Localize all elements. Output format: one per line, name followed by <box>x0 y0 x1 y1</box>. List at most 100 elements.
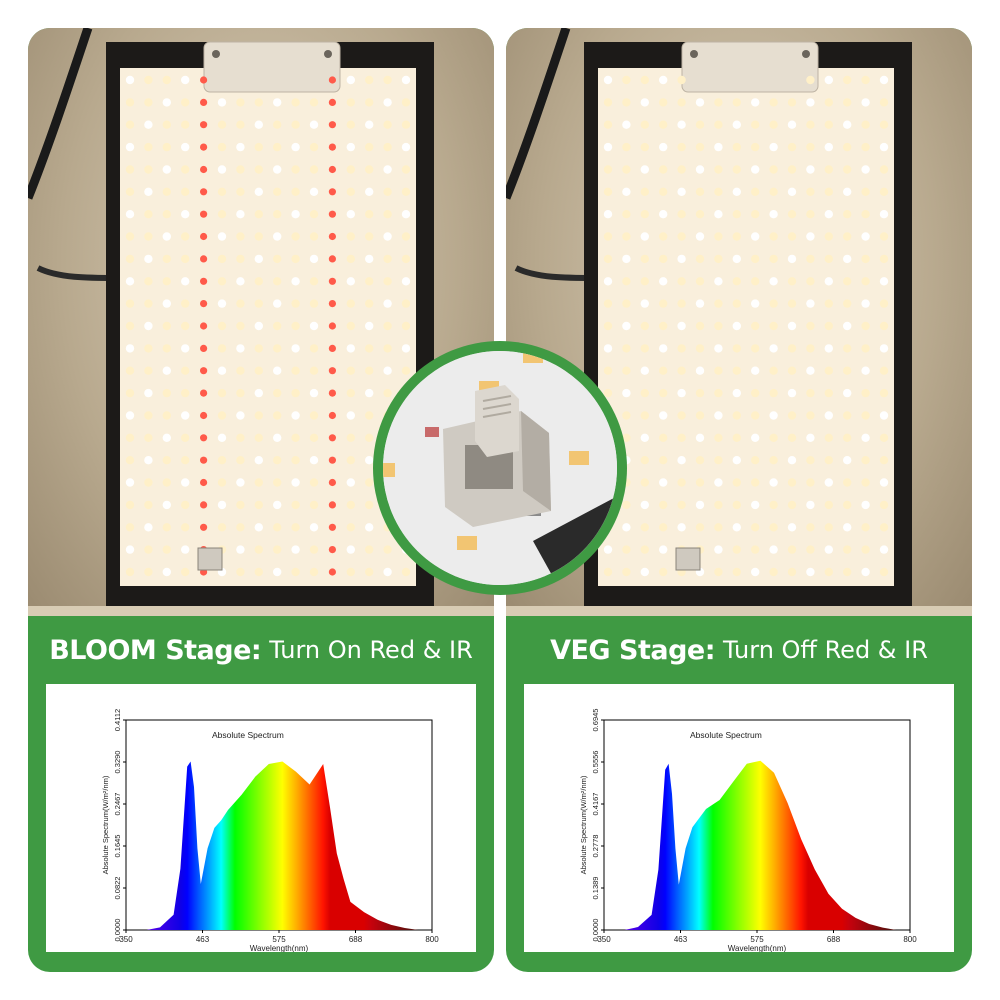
led-dot <box>843 478 852 487</box>
led-dot <box>200 501 208 509</box>
led-dot <box>769 500 778 510</box>
led-dot <box>714 433 723 442</box>
led-dot <box>200 188 208 196</box>
led-dot <box>273 120 282 129</box>
led-dot <box>879 456 889 465</box>
led-dot <box>861 478 870 487</box>
y-tick-label: 0.3290 <box>113 751 122 774</box>
led-dot <box>861 567 870 577</box>
led-dot <box>144 142 153 152</box>
led-dot <box>787 523 797 532</box>
led-dot <box>200 478 208 487</box>
led-dot <box>383 98 392 107</box>
led-dot <box>162 433 171 442</box>
led-dot <box>861 277 870 286</box>
led-dot <box>861 321 870 331</box>
led-dot <box>365 567 374 577</box>
led-dot <box>714 165 723 174</box>
led-dot <box>200 389 208 397</box>
led-dot <box>732 165 741 174</box>
led-dot <box>328 523 336 531</box>
led-dot <box>787 545 797 554</box>
led-dot <box>769 433 778 442</box>
led-dot <box>787 142 797 152</box>
led-dot <box>162 411 171 420</box>
led-dot <box>769 210 778 219</box>
led-dot <box>787 98 797 107</box>
led-dot <box>365 210 374 219</box>
led-dot <box>769 187 778 196</box>
led-dot <box>291 120 300 129</box>
led-dot <box>181 120 190 129</box>
led-dot <box>806 411 815 420</box>
led-dot <box>806 545 815 554</box>
led-dot <box>603 545 613 554</box>
led-dot <box>254 411 263 420</box>
led-dot <box>365 254 374 264</box>
led-dot <box>843 567 852 577</box>
led-dot <box>640 254 649 264</box>
led-dot <box>273 411 282 420</box>
led-dot <box>309 545 319 554</box>
led-dot <box>162 456 171 465</box>
led-dot <box>125 366 135 375</box>
veg-stage-label: VEG Stage: <box>550 634 716 666</box>
led-dot <box>162 344 171 353</box>
led-dot <box>824 344 833 353</box>
led-dot <box>806 567 815 577</box>
led-dot <box>732 344 741 353</box>
led-dot <box>824 411 833 420</box>
led-dot <box>401 567 411 577</box>
led-dot <box>309 433 319 442</box>
led-dot <box>659 210 668 219</box>
y-tick-label: 0.2467 <box>113 793 122 816</box>
led-dot <box>751 388 760 398</box>
led-dot <box>365 165 374 174</box>
led-dot <box>695 388 705 398</box>
bloom-caption: BLOOM Stage: Turn On Red & IR <box>28 616 494 684</box>
led-dot <box>291 456 300 465</box>
led-dot <box>659 456 668 465</box>
bloom-panel: BLOOM Stage: Turn On Red & IR Absolute S… <box>28 28 494 972</box>
led-dot <box>328 322 336 330</box>
led-dot <box>732 232 741 241</box>
led-dot <box>843 142 852 152</box>
led-dot <box>751 165 760 174</box>
led-dot <box>236 187 245 196</box>
led-dot <box>236 299 245 308</box>
led-dot <box>806 344 815 353</box>
led-dot <box>824 98 833 107</box>
led-dot <box>217 187 227 196</box>
led-dot <box>659 98 668 107</box>
led-dot <box>879 187 889 196</box>
led-dot <box>291 500 300 510</box>
led-dot <box>787 321 797 331</box>
led-dot <box>236 321 245 331</box>
led-dot <box>236 366 245 375</box>
led-dot <box>236 142 245 152</box>
led-dot <box>622 210 631 219</box>
led-dot <box>659 254 668 264</box>
led-dot <box>622 187 631 196</box>
led-dot <box>640 98 649 107</box>
led-dot <box>603 142 613 152</box>
led-dot <box>144 344 153 353</box>
led-dot <box>603 75 613 85</box>
led-dot <box>732 120 741 129</box>
led-dot <box>732 433 741 442</box>
led-dot <box>365 500 374 510</box>
led-dot <box>622 120 631 129</box>
led-dot <box>824 232 833 241</box>
led-dot <box>622 567 631 577</box>
led-dot <box>751 411 760 420</box>
led-dot <box>806 142 815 152</box>
led-dot <box>236 254 245 264</box>
led-dot <box>603 98 613 107</box>
led-dot <box>181 321 190 331</box>
led-dot <box>162 165 171 174</box>
led-dot <box>200 165 208 174</box>
led-dot <box>144 523 153 532</box>
led-dot <box>254 232 263 241</box>
led-dot <box>640 411 649 420</box>
led-dot <box>346 254 355 264</box>
